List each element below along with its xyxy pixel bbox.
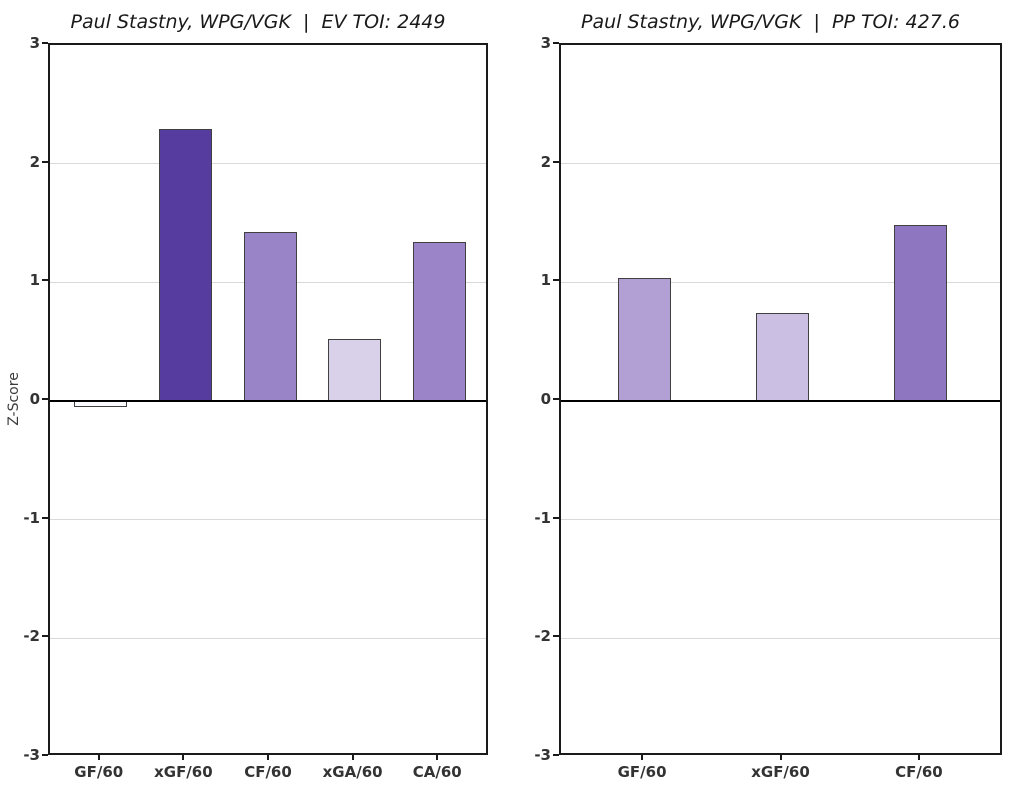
y-tick-label-3: 3 — [29, 34, 40, 52]
y-tick-label-neg3: -3 — [534, 746, 551, 764]
gridline-neg2 — [50, 637, 486, 639]
x-tick-label-xga-60: xGA/60 — [322, 763, 383, 781]
gridline-neg1 — [50, 519, 486, 521]
y-tick-mark-1 — [553, 279, 559, 282]
bar-gf-60 — [617, 277, 671, 401]
gridline-2 — [50, 163, 486, 165]
y-tick-label-1: 1 — [29, 271, 40, 290]
gridline-1 — [561, 281, 1000, 283]
y-tick-label-neg1: -1 — [534, 508, 551, 527]
ev-plot-area — [48, 43, 488, 755]
zero-line — [561, 400, 1000, 402]
x-tick-label-xgf-60: xGF/60 — [751, 763, 810, 781]
y-tick-label-neg2: -2 — [23, 627, 40, 646]
x-tick-label-gf-60: GF/60 — [74, 763, 124, 781]
y-tick-mark-2 — [553, 160, 559, 163]
x-tick-mark-xgf-60 — [779, 755, 782, 760]
x-tick-label-gf-60: GF/60 — [617, 763, 667, 781]
bar-xgf-60 — [756, 313, 809, 401]
x-tick-mark-ca-60 — [436, 755, 439, 760]
y-tick-mark-0 — [42, 398, 48, 400]
pp-chart: Paul Stastny, WPG/VGK | PP TOI: 427.6 GF… — [512, 0, 1024, 789]
y-tick-label-1: 1 — [540, 271, 551, 290]
bar-xgf-60 — [158, 129, 212, 401]
bar-xga-60 — [328, 339, 382, 401]
x-tick-mark-cf-60 — [267, 755, 269, 760]
y-tick-mark-0 — [553, 398, 559, 400]
pp-chart-title: Paul Stastny, WPG/VGK | PP TOI: 427.6 — [581, 11, 960, 33]
x-tick-label-cf-60: CF/60 — [895, 763, 943, 781]
x-tick-mark-cf-60 — [917, 755, 920, 760]
y-tick-mark-3 — [553, 42, 559, 44]
y-tick-label-0: 0 — [540, 390, 551, 408]
ev-chart: Paul Stastny, WPG/VGK | EV TOI: 2449 Z-S… — [6, 11, 488, 781]
x-tick-mark-xgf-60 — [182, 755, 185, 760]
y-tick-label-2: 2 — [29, 152, 40, 171]
y-tick-mark-neg2 — [553, 635, 559, 638]
y-tick-label-neg1: -1 — [23, 508, 40, 527]
y-tick-mark-2 — [42, 160, 48, 163]
y-tick-mark-3 — [42, 42, 48, 44]
y-tick-label-2: 2 — [540, 152, 551, 171]
zero-line — [50, 400, 486, 402]
y-tick-mark-neg3 — [42, 754, 48, 756]
gridline-2 — [561, 163, 1000, 165]
pp-plot-area — [559, 43, 1002, 755]
x-tick-mark-gf-60 — [641, 755, 644, 760]
bar-cf-60 — [243, 232, 297, 401]
bar-ca-60 — [412, 241, 466, 401]
ev-chart-title: Paul Stastny, WPG/VGK | EV TOI: 2449 — [70, 11, 446, 33]
y-tick-label-0: 0 — [29, 390, 40, 408]
x-tick-mark-xga-60 — [351, 755, 354, 760]
y-tick-label-3: 3 — [540, 34, 551, 52]
gridline-neg1 — [561, 519, 1000, 521]
y-tick-mark-neg2 — [42, 635, 48, 638]
x-tick-label-ca-60: CA/60 — [412, 763, 462, 781]
x-tick-label-xgf-60: xGF/60 — [154, 763, 213, 781]
y-tick-label-neg2: -2 — [534, 627, 551, 646]
y-tick-label-neg3: -3 — [23, 746, 40, 764]
y-tick-mark-neg1 — [553, 516, 559, 519]
y-tick-mark-neg3 — [553, 754, 559, 756]
y-tick-mark-neg1 — [42, 516, 48, 519]
gridline-neg2 — [561, 637, 1000, 639]
x-tick-label-cf-60: CF/60 — [244, 763, 292, 781]
x-tick-mark-gf-60 — [97, 755, 100, 760]
y-tick-mark-1 — [42, 279, 48, 282]
bar-cf-60 — [894, 225, 948, 401]
